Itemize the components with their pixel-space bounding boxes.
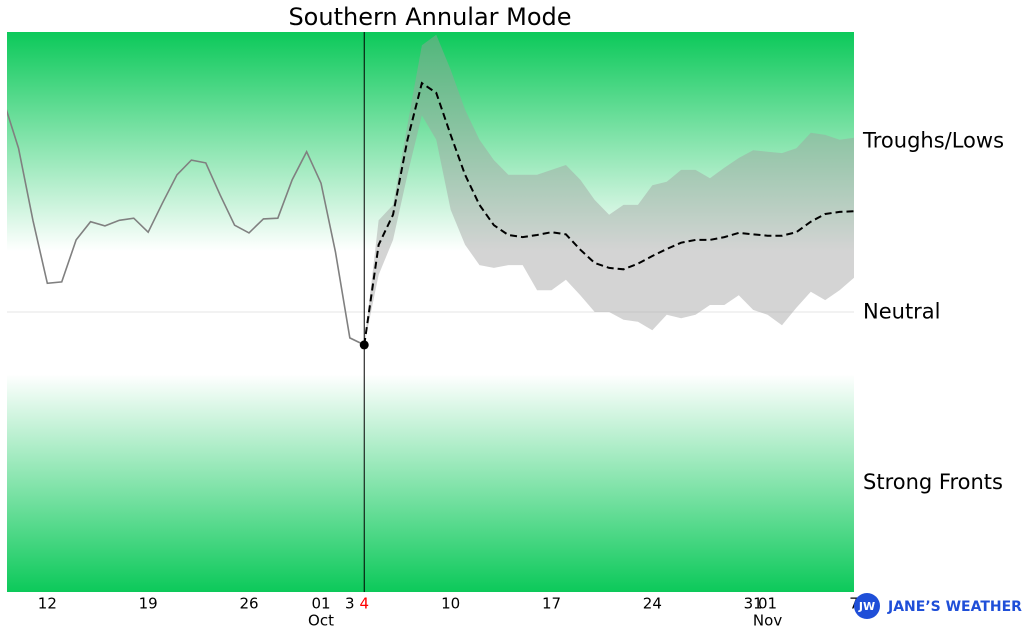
- plot: [7, 34, 854, 346]
- zone-band: [7, 251, 854, 375]
- x-tick-label: 3: [345, 595, 355, 613]
- brand-name: JANE’S WEATHER: [887, 599, 1022, 615]
- logo-circle: [854, 593, 880, 619]
- zone-label: Neutral: [863, 300, 941, 324]
- x-tick-label: 12: [38, 595, 57, 613]
- forecast-spread: [364, 34, 854, 345]
- x-month-label: Oct: [308, 612, 334, 630]
- logo-text: JW: [858, 600, 875, 613]
- x-tick-label: 24: [643, 595, 662, 613]
- x-tick-label: 10: [441, 595, 460, 613]
- zone-band: [7, 374, 854, 592]
- chart-title: Southern Annular Mode: [288, 3, 571, 31]
- x-tick-label: 7: [849, 595, 859, 613]
- x-tick-label: 4: [359, 595, 369, 613]
- x-tick-label: 26: [239, 595, 258, 613]
- observed-line: [7, 109, 365, 346]
- forecast-start-point: [359, 340, 369, 350]
- x-tick-label: 17: [542, 595, 561, 613]
- x-month-label: Nov: [753, 612, 782, 630]
- x-tick-label: 19: [139, 595, 158, 613]
- x-tick-label: 01: [758, 595, 777, 613]
- x-tick-label: 01: [311, 595, 330, 613]
- zone-label: Troughs/Lows: [862, 129, 1004, 153]
- x-tick-label: 31: [744, 595, 763, 613]
- zone-label: Strong Fronts: [863, 470, 1003, 494]
- zone-band: [7, 32, 854, 252]
- forecast-mean: [363, 81, 854, 346]
